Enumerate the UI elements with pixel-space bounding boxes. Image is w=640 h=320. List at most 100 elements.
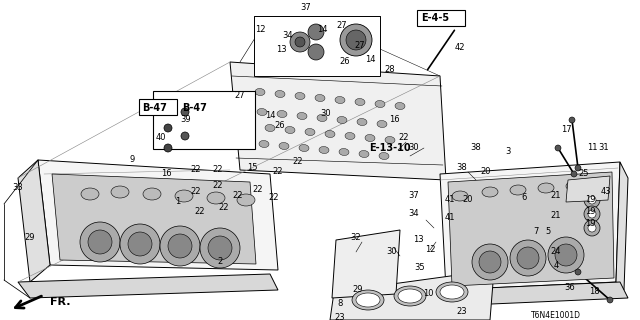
Text: 23: 23 <box>335 314 346 320</box>
Circle shape <box>208 236 232 260</box>
FancyBboxPatch shape <box>417 10 465 26</box>
Text: 43: 43 <box>601 188 611 196</box>
Text: 22: 22 <box>212 181 223 190</box>
Ellipse shape <box>143 188 161 200</box>
Polygon shape <box>440 282 628 306</box>
Ellipse shape <box>255 89 265 95</box>
Ellipse shape <box>237 194 255 206</box>
Text: 19: 19 <box>585 220 595 228</box>
Circle shape <box>479 251 501 273</box>
Text: 29: 29 <box>353 285 364 294</box>
Text: T6N4E1001D: T6N4E1001D <box>531 311 581 320</box>
Text: 38: 38 <box>470 143 481 153</box>
Ellipse shape <box>436 282 468 302</box>
Polygon shape <box>18 274 278 298</box>
Ellipse shape <box>375 100 385 108</box>
Text: 26: 26 <box>275 122 285 131</box>
Circle shape <box>164 124 172 132</box>
Ellipse shape <box>259 140 269 148</box>
Text: 22: 22 <box>195 207 205 217</box>
Text: 28: 28 <box>385 66 396 75</box>
Circle shape <box>588 196 596 204</box>
Circle shape <box>588 224 596 232</box>
Text: 27: 27 <box>337 21 348 30</box>
Circle shape <box>200 228 240 268</box>
Ellipse shape <box>379 153 389 159</box>
Ellipse shape <box>356 293 380 307</box>
Circle shape <box>290 32 310 52</box>
Circle shape <box>548 237 584 273</box>
Ellipse shape <box>317 115 327 122</box>
Ellipse shape <box>566 181 582 191</box>
Text: 22: 22 <box>292 157 303 166</box>
Ellipse shape <box>337 116 347 124</box>
Ellipse shape <box>277 110 287 117</box>
Text: 11: 11 <box>587 143 597 153</box>
Text: 22: 22 <box>253 186 263 195</box>
Ellipse shape <box>357 118 367 125</box>
Ellipse shape <box>365 134 375 141</box>
Circle shape <box>584 206 600 222</box>
Ellipse shape <box>275 91 285 98</box>
Circle shape <box>472 244 508 280</box>
Ellipse shape <box>482 187 498 197</box>
Text: 27: 27 <box>235 92 245 100</box>
Ellipse shape <box>325 131 335 138</box>
Text: 37: 37 <box>301 4 312 12</box>
Ellipse shape <box>395 102 405 109</box>
Text: 16: 16 <box>388 116 399 124</box>
Circle shape <box>517 247 539 269</box>
Circle shape <box>181 132 189 140</box>
Ellipse shape <box>510 185 526 195</box>
Ellipse shape <box>297 113 307 119</box>
Text: 37: 37 <box>408 191 419 201</box>
Text: 1: 1 <box>175 197 180 206</box>
Text: 13: 13 <box>276 45 286 54</box>
Ellipse shape <box>352 290 384 310</box>
Ellipse shape <box>398 289 422 303</box>
Text: 41: 41 <box>445 213 455 222</box>
Circle shape <box>340 24 372 56</box>
Ellipse shape <box>285 126 295 133</box>
Circle shape <box>160 226 200 266</box>
Circle shape <box>128 232 152 256</box>
Text: 39: 39 <box>180 116 191 124</box>
Ellipse shape <box>315 94 325 101</box>
Text: 12: 12 <box>425 245 435 254</box>
Polygon shape <box>440 162 620 290</box>
Text: 22: 22 <box>191 165 201 174</box>
Polygon shape <box>38 160 278 270</box>
Ellipse shape <box>295 92 305 100</box>
Ellipse shape <box>335 97 345 103</box>
Ellipse shape <box>592 179 608 189</box>
Text: 42: 42 <box>455 44 465 52</box>
Text: 22: 22 <box>399 133 409 142</box>
Text: 33: 33 <box>13 183 24 193</box>
Ellipse shape <box>207 192 225 204</box>
Ellipse shape <box>299 145 309 151</box>
Circle shape <box>571 171 577 177</box>
Ellipse shape <box>394 286 426 306</box>
Circle shape <box>164 144 172 152</box>
Text: E-13-10: E-13-10 <box>369 143 411 153</box>
Text: 9: 9 <box>129 156 134 164</box>
Text: B-47: B-47 <box>182 103 207 113</box>
Text: 21: 21 <box>551 191 561 201</box>
Text: 24: 24 <box>551 247 561 257</box>
Ellipse shape <box>81 188 99 200</box>
Ellipse shape <box>377 121 387 127</box>
Ellipse shape <box>265 124 275 132</box>
Text: 35: 35 <box>415 263 426 273</box>
Text: 30: 30 <box>387 247 397 257</box>
Ellipse shape <box>538 183 554 193</box>
Text: 34: 34 <box>409 210 419 219</box>
Text: 22: 22 <box>219 204 229 212</box>
Polygon shape <box>52 174 256 264</box>
Text: 10: 10 <box>423 290 433 299</box>
FancyBboxPatch shape <box>153 91 255 149</box>
Ellipse shape <box>319 147 329 154</box>
Ellipse shape <box>175 190 193 202</box>
Text: 22: 22 <box>273 167 284 177</box>
Text: 3: 3 <box>506 148 511 156</box>
Text: 40: 40 <box>156 133 166 142</box>
